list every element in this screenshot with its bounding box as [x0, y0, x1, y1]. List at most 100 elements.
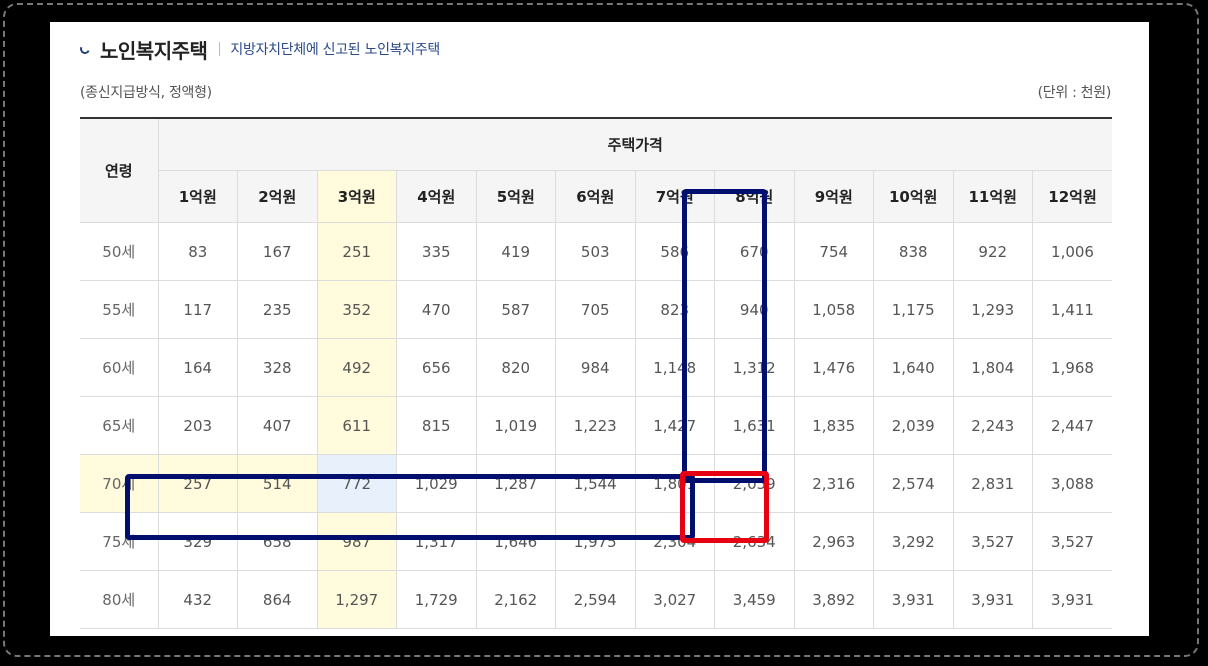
- value-cell: 3,527: [1032, 512, 1113, 571]
- price-column-header: 5억원: [475, 170, 556, 223]
- value-cell: 2,574: [873, 454, 954, 513]
- value-cell: 1,801: [634, 454, 715, 513]
- value-cell: 1,293: [952, 280, 1033, 339]
- value-cell: 1,411: [1032, 280, 1113, 339]
- table-body: 50세 83 167 251 335 419 503 586 670 754 838 922 1,006…: [80, 222, 1113, 629]
- value-cell: 3,931: [1032, 570, 1113, 629]
- value-cell: 1,317: [396, 512, 477, 571]
- value-cell: 2,831: [952, 454, 1033, 513]
- age-cell: 70세: [80, 454, 159, 513]
- value-cell: 838: [873, 222, 954, 281]
- value-cell: 586: [634, 222, 715, 281]
- page-title: 노인복지주택: [100, 38, 208, 63]
- value-cell: 984: [555, 338, 636, 397]
- value-cell: 503: [555, 222, 636, 281]
- value-cell: 1,804: [952, 338, 1033, 397]
- price-column-header: 6억원: [555, 170, 636, 223]
- value-cell: 1,427: [634, 396, 715, 455]
- table-row: 50세 83 167 251 335 419 503 586 670 754 838 922 1,006: [80, 222, 1113, 281]
- price-column-header: 3억원: [316, 170, 397, 223]
- value-cell: 3,527: [952, 512, 1033, 571]
- value-cell: 1,729: [396, 570, 477, 629]
- value-cell: 1,058: [793, 280, 874, 339]
- table-row: 70세 257 514 772 1,029 1,287 1,544 1,801 2,059 2,3…: [80, 454, 1113, 513]
- value-cell: 1,968: [1032, 338, 1113, 397]
- house-price-group-header: 주택가격: [157, 117, 1113, 171]
- value-cell: 328: [237, 338, 318, 397]
- value-cell: 117: [157, 280, 238, 339]
- value-cell: 1,631: [714, 396, 795, 455]
- value-cell: 407: [237, 396, 318, 455]
- value-cell: 164: [157, 338, 238, 397]
- table-row: 60세 164 328 492 656 820 984 1,148 1,312 1,476 1,64…: [80, 338, 1113, 397]
- value-cell: 815: [396, 396, 477, 455]
- price-column-header: 7억원: [634, 170, 715, 223]
- value-cell: 754: [793, 222, 874, 281]
- value-cell: 1,544: [555, 454, 636, 513]
- price-column-header: 2억원: [237, 170, 318, 223]
- value-cell: 1,148: [634, 338, 715, 397]
- price-column-header: 11억원: [952, 170, 1033, 223]
- table-header-row: 연령 주택가격: [80, 117, 1113, 223]
- value-cell: 987: [316, 512, 397, 571]
- table-row: 80세 432 864 1,297 1,729 2,162 2,594 3,027 3,459 3…: [80, 570, 1113, 629]
- value-cell: 1,312: [714, 338, 795, 397]
- value-cell: 922: [952, 222, 1033, 281]
- value-cell: 83: [157, 222, 238, 281]
- value-cell: 705: [555, 280, 636, 339]
- outer-frame: [3, 3, 1199, 657]
- value-cell: 1,476: [793, 338, 874, 397]
- value-cell: 3,088: [1032, 454, 1113, 513]
- age-column-header: 연령: [80, 117, 159, 223]
- value-cell: 514: [237, 454, 318, 513]
- page-subtitle: 지방자치단체에 신고된 노인복지주택: [230, 42, 440, 58]
- value-cell: 3,027: [634, 570, 715, 629]
- value-cell: 3,931: [873, 570, 954, 629]
- value-cell: 611: [316, 396, 397, 455]
- age-cell: 60세: [80, 338, 159, 397]
- value-cell: 432: [157, 570, 238, 629]
- table-row: 75세 329 658 987 1,317 1,646 1,975 2,304 2,634 2,9…: [80, 512, 1113, 571]
- value-cell: 1,287: [475, 454, 556, 513]
- title-row: 노인복지주택 지방자치단체에 신고된 노인복지주택: [78, 34, 440, 64]
- value-cell: 329: [157, 512, 238, 571]
- value-cell: 2,447: [1032, 396, 1113, 455]
- value-cell: 492: [316, 338, 397, 397]
- price-column-header: 1억원: [158, 170, 238, 223]
- value-cell: 670: [714, 222, 795, 281]
- value-cell: 772: [316, 454, 397, 513]
- value-cell: 658: [237, 512, 318, 571]
- value-cell: 235: [237, 280, 318, 339]
- value-cell: 2,594: [555, 570, 636, 629]
- value-cell: 1,640: [873, 338, 954, 397]
- value-cell: 257: [157, 454, 238, 513]
- value-cell: 2,243: [952, 396, 1033, 455]
- payment-method-note: (종신지급방식, 정액형): [80, 85, 212, 101]
- age-cell: 50세: [80, 222, 159, 281]
- age-cell: 55세: [80, 280, 159, 339]
- value-cell: 1,019: [475, 396, 556, 455]
- price-columns-row: 1억원 2억원 3억원 4억원 5억원 6억원 7억원 8억원 9억원 10억원 11억원 12억원: [80, 170, 1113, 223]
- value-cell: 3,892: [793, 570, 874, 629]
- value-cell: 2,039: [873, 396, 954, 455]
- age-cell: 65세: [80, 396, 159, 455]
- value-cell: 2,963: [793, 512, 874, 571]
- value-cell: 864: [237, 570, 318, 629]
- value-cell: 3,459: [714, 570, 795, 629]
- value-cell: 1,175: [873, 280, 954, 339]
- value-cell: 3,931: [952, 570, 1033, 629]
- pension-table: 연령 주택가격 1억원 2억원 3억원 4억원 5억원 6억원 7억원 8억원 9억원 10억원 1…: [80, 117, 1113, 629]
- value-cell: 251: [316, 222, 397, 281]
- table-row: 55세 117 235 352 470 587 705 823 940 1,058 1,175 1,2…: [80, 280, 1113, 339]
- value-cell: 820: [475, 338, 556, 397]
- value-cell: 1,975: [555, 512, 636, 571]
- value-cell: 940: [714, 280, 795, 339]
- value-cell: 1,297: [316, 570, 397, 629]
- title-divider: [219, 42, 221, 56]
- value-cell: 587: [475, 280, 556, 339]
- value-cell: 2,059: [714, 454, 795, 513]
- title-bullet-icon: [78, 42, 92, 56]
- age-cell: 75세: [80, 512, 159, 571]
- value-cell: 419: [475, 222, 556, 281]
- value-cell: 2,304: [634, 512, 715, 571]
